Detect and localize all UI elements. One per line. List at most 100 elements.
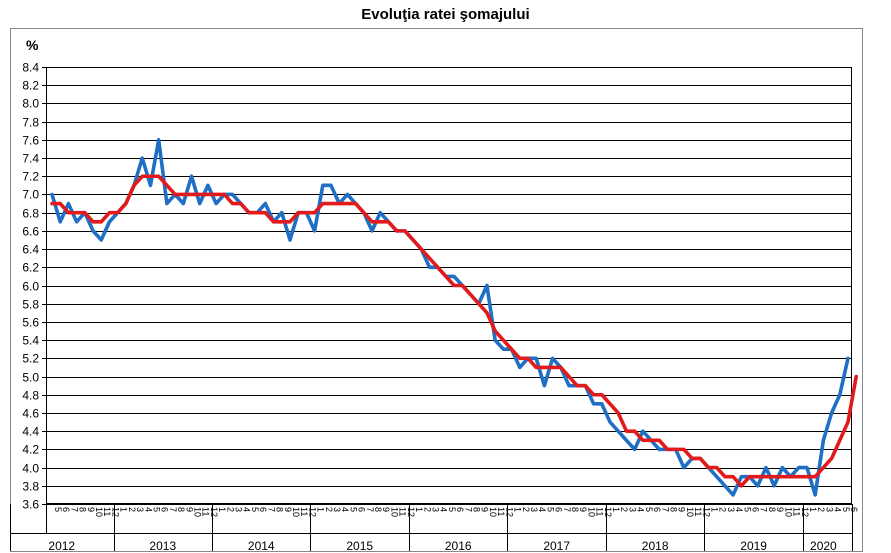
month-tick-label: 11: [398, 507, 408, 516]
year-label: 2019: [740, 539, 767, 553]
month-tick-label: 7: [463, 507, 473, 512]
y-tick-label: 6.0: [22, 280, 39, 294]
month-tick-label: 5: [250, 507, 260, 512]
month-tick-label: 2: [225, 507, 235, 512]
month-tick-label: 8: [275, 507, 285, 512]
month-tick-label: 3: [135, 507, 145, 512]
month-tick-label: 9: [283, 507, 293, 512]
month-tick-label: 1: [513, 507, 523, 512]
month-tick-label: 3: [824, 507, 834, 512]
y-tick-label: 8.0: [22, 97, 39, 111]
month-tick-label: 3: [332, 507, 342, 512]
month-tick-label: 9: [480, 507, 490, 512]
y-tick-label: 5.2: [22, 352, 39, 366]
year-label: 2014: [248, 539, 275, 553]
month-tick-label: 4: [242, 507, 252, 512]
month-tick-label: 5: [348, 507, 358, 512]
year-label: 2012: [48, 539, 75, 553]
month-tick-label: 9: [775, 507, 785, 512]
month-tick-label: 12: [406, 507, 416, 517]
month-tick-label: 1: [316, 507, 326, 512]
month-tick-label: 5: [841, 507, 851, 512]
chart-frame: [10, 28, 863, 552]
series-line-2: [50, 174, 859, 488]
month-tick-label: 4: [636, 507, 646, 512]
month-tick-label: 4: [439, 507, 449, 512]
month-tick-label: 6: [751, 507, 761, 512]
month-tick-label: 1: [119, 507, 129, 512]
month-tick-label: 7: [660, 507, 670, 512]
month-tick-label: 9: [381, 507, 391, 512]
month-tick-label: 8: [373, 507, 383, 512]
month-tick-label: 2: [718, 507, 728, 512]
month-tick-label: 10: [586, 507, 596, 517]
month-tick-label: 8: [570, 507, 580, 512]
y-tick-label: 6.4: [22, 243, 39, 257]
month-tick-label: 12: [504, 507, 514, 517]
y-tick-label: 7.4: [22, 152, 39, 166]
month-tick-label: 9: [86, 507, 96, 512]
month-tick-label: 10: [488, 507, 498, 517]
month-tick-label: 10: [94, 507, 104, 517]
y-tick-label: 7.2: [22, 170, 39, 184]
month-tick-label: 1: [709, 507, 719, 512]
month-tick-label: 11: [299, 507, 309, 516]
month-tick-label: 1: [611, 507, 621, 512]
y-tick-label: 7.8: [22, 116, 39, 130]
month-tick-label: 11: [792, 507, 802, 516]
month-tick-label: 12: [603, 507, 613, 517]
year-label: 2020: [810, 539, 837, 553]
y-tick-label: 7.6: [22, 134, 39, 148]
y-tick-label: 6.8: [22, 207, 39, 221]
month-tick-label: 7: [562, 507, 572, 512]
month-tick-label: 12: [701, 507, 711, 517]
month-tick-label: 10: [389, 507, 399, 517]
month-tick-label: 8: [668, 507, 678, 512]
y-tick-label: 6.2: [22, 261, 39, 275]
month-tick-label: 3: [529, 507, 539, 512]
month-tick-label: 11: [102, 507, 112, 516]
month-tick-label: 11: [693, 507, 703, 516]
month-tick-label: 7: [69, 507, 79, 512]
month-tick-label: 2: [521, 507, 531, 512]
y-tick-label: 5.4: [22, 334, 39, 348]
month-tick-label: 6: [61, 507, 71, 512]
month-tick-label: 9: [677, 507, 687, 512]
y-axis-label: %: [26, 37, 39, 53]
month-tick-label: 6: [455, 507, 465, 512]
month-tick-label: 6: [160, 507, 170, 512]
month-tick-label: 5: [644, 507, 654, 512]
month-tick-label: 2: [816, 507, 826, 512]
y-tick-label: 7.0: [22, 188, 39, 202]
month-tick-label: 7: [266, 507, 276, 512]
month-tick-label: 8: [472, 507, 482, 512]
month-tick-label: 11: [595, 507, 605, 516]
month-tick-label: 7: [168, 507, 178, 512]
month-tick-label: 9: [184, 507, 194, 512]
y-tick-label: 4.4: [22, 425, 39, 439]
month-tick-label: 12: [800, 507, 810, 517]
month-tick-label: 3: [726, 507, 736, 512]
month-tick-label: 7: [365, 507, 375, 512]
month-tick-label: 11: [496, 507, 506, 516]
y-tick-label: 8.2: [22, 79, 39, 93]
month-tick-label: 1: [217, 507, 227, 512]
month-tick-label: 2: [324, 507, 334, 512]
month-tick-label: 9: [578, 507, 588, 512]
y-tick-label: 4.8: [22, 389, 39, 403]
year-label: 2016: [445, 539, 472, 553]
month-tick-label: 5: [545, 507, 555, 512]
month-tick-label: 3: [234, 507, 244, 512]
month-tick-label: 12: [110, 507, 120, 517]
month-tick-label: 6: [652, 507, 662, 512]
month-tick-label: 6: [258, 507, 268, 512]
month-tick-label: 1: [414, 507, 424, 512]
y-tick-label: 3.6: [22, 498, 39, 512]
y-tick-label: 5.0: [22, 371, 39, 385]
y-tick-label: 4.6: [22, 407, 39, 421]
month-tick-label: 12: [307, 507, 317, 517]
month-tick-label: 4: [340, 507, 350, 512]
month-tick-label: 4: [833, 507, 843, 512]
